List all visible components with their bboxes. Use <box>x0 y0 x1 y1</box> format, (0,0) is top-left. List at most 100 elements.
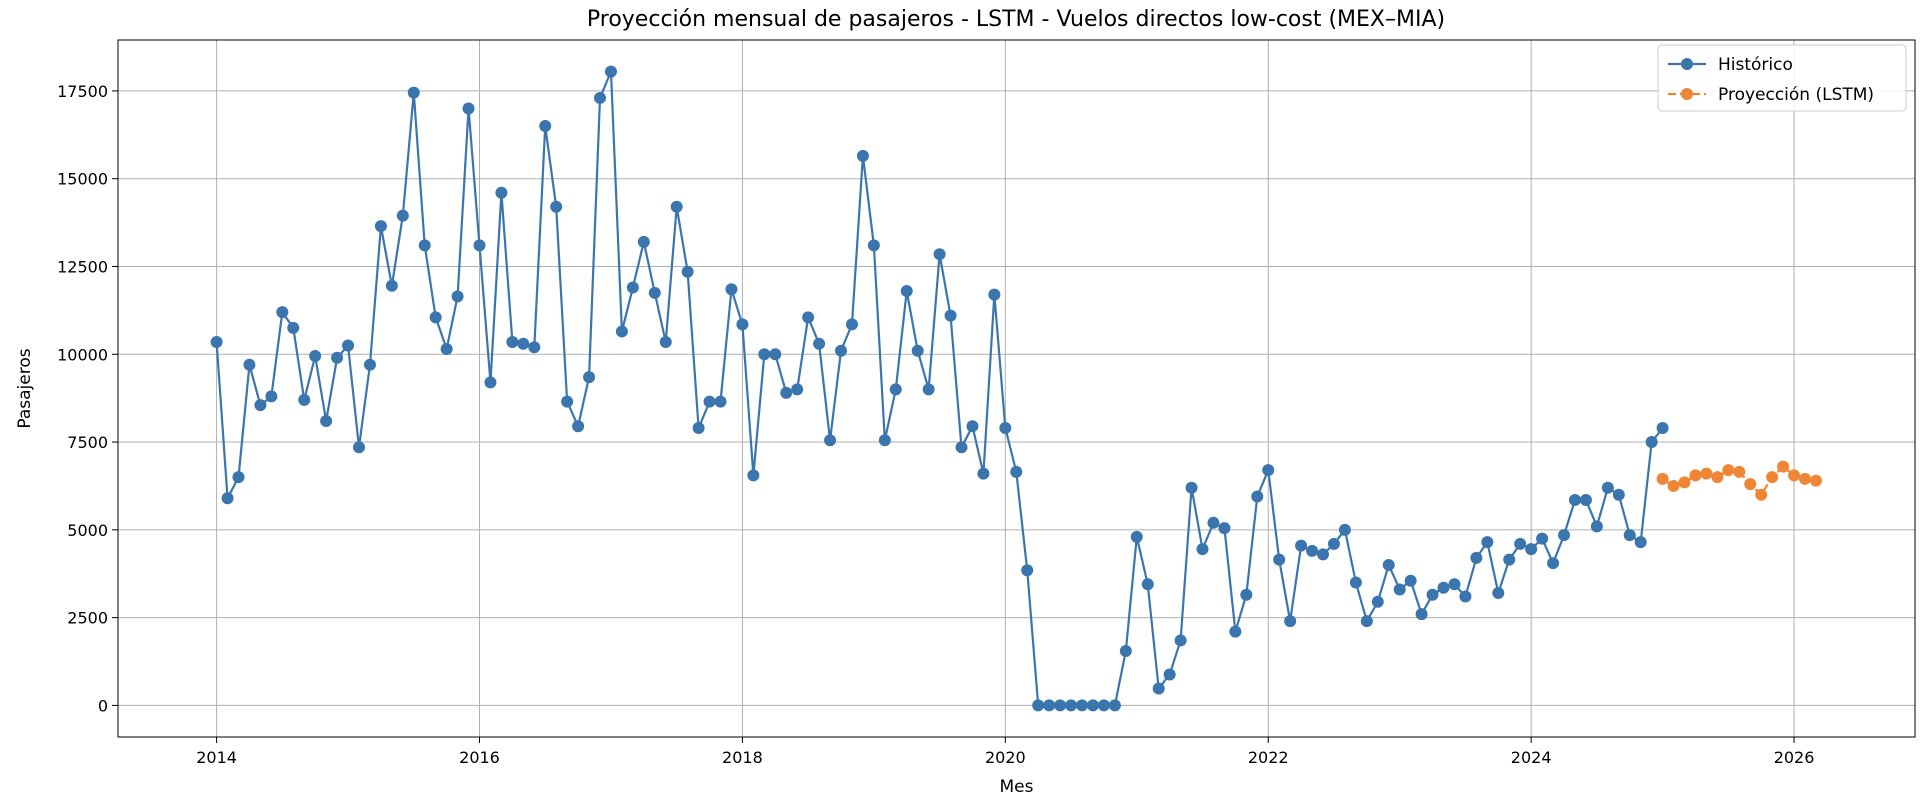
data-point <box>944 309 957 322</box>
data-point <box>1525 543 1538 556</box>
x-tick-label: 2020 <box>985 748 1026 767</box>
x-tick-label: 2024 <box>1511 748 1552 767</box>
data-point <box>539 120 552 133</box>
data-point <box>1262 464 1275 477</box>
data-point <box>396 209 409 222</box>
data-point <box>1470 551 1483 564</box>
data-point <box>889 383 902 396</box>
data-point <box>210 335 223 348</box>
data-point <box>1612 488 1625 501</box>
data-point <box>911 344 924 357</box>
data-point <box>572 420 585 433</box>
y-axis-label: Pasajeros <box>15 348 35 428</box>
data-point <box>659 335 672 348</box>
data-point <box>429 311 442 324</box>
data-point <box>604 65 617 78</box>
data-point <box>780 386 793 399</box>
data-point <box>1437 581 1450 594</box>
data-point <box>1492 587 1505 600</box>
data-point <box>594 91 606 104</box>
x-axis-label: Mes <box>1000 777 1034 797</box>
x-tick-label: 2022 <box>1248 748 1289 767</box>
data-point <box>922 383 935 396</box>
data-point <box>320 414 333 427</box>
data-point <box>824 434 837 447</box>
data-point <box>561 395 574 408</box>
y-tick-label: 17500 <box>57 82 108 101</box>
data-point <box>1273 553 1286 566</box>
data-point <box>265 390 278 403</box>
legend-marker <box>1681 58 1693 70</box>
data-point <box>1076 699 1089 712</box>
x-tick-label: 2016 <box>459 748 500 767</box>
data-point <box>1514 537 1527 550</box>
data-point <box>462 102 475 115</box>
x-axis: 2014 2016 2018 2020 2022 2024 2026 <box>196 737 1814 767</box>
data-point <box>473 239 486 252</box>
data-point <box>725 283 738 296</box>
data-point <box>835 344 848 357</box>
data-point <box>1645 436 1658 449</box>
data-point <box>1306 544 1319 557</box>
data-point <box>363 358 376 371</box>
data-point <box>1086 699 1099 712</box>
data-point <box>331 351 344 364</box>
data-point <box>626 281 639 294</box>
data-point <box>1218 522 1231 535</box>
data-point <box>484 376 497 389</box>
data-point <box>703 395 716 408</box>
data-point <box>1536 532 1549 545</box>
data-point <box>1601 481 1614 494</box>
data-point <box>385 279 398 292</box>
data-point <box>1503 553 1516 566</box>
data-point <box>583 371 596 384</box>
data-point <box>1054 699 1067 712</box>
data-point <box>451 290 464 303</box>
data-point <box>298 393 311 406</box>
data-point <box>1393 583 1406 596</box>
data-point <box>407 86 420 99</box>
data-point <box>517 337 530 350</box>
data-point <box>878 434 891 447</box>
data-point <box>1097 699 1110 712</box>
series-layer <box>210 65 1822 712</box>
data-point <box>714 395 727 408</box>
data-point <box>813 337 826 350</box>
data-point <box>856 149 869 162</box>
data-point <box>1349 576 1362 589</box>
data-point <box>692 422 705 434</box>
data-point <box>1722 464 1735 477</box>
data-point <box>1196 543 1209 556</box>
legend-label: Histórico <box>1718 55 1793 75</box>
legend-label: Proyección (LSTM) <box>1718 85 1874 105</box>
data-point <box>1295 539 1308 552</box>
data-point <box>648 286 661 299</box>
data-point <box>1185 481 1198 494</box>
data-point <box>1174 634 1187 647</box>
data-point <box>1338 523 1351 536</box>
data-point <box>637 235 650 248</box>
data-point <box>1777 460 1790 473</box>
data-point <box>736 318 749 331</box>
data-point <box>966 420 979 433</box>
legend-marker <box>1681 88 1693 100</box>
data-point <box>615 325 628 338</box>
y-tick-label: 5000 <box>67 521 108 540</box>
data-point <box>681 265 694 278</box>
plot-frame <box>117 39 1916 738</box>
data-point <box>1163 668 1176 681</box>
data-point <box>845 318 858 331</box>
y-tick-label: 2500 <box>67 609 108 628</box>
data-point <box>1119 644 1132 657</box>
data-point <box>287 321 300 334</box>
data-point <box>232 471 245 484</box>
data-point <box>1415 608 1428 621</box>
chart-title: Proyección mensual de pasajeros - LSTM -… <box>587 7 1445 32</box>
data-point <box>1032 699 1045 712</box>
data-point <box>1065 699 1078 712</box>
data-point <box>1317 548 1330 561</box>
legend: Histórico Proyección (LSTM) <box>1657 44 1907 112</box>
data-point <box>1689 469 1702 482</box>
